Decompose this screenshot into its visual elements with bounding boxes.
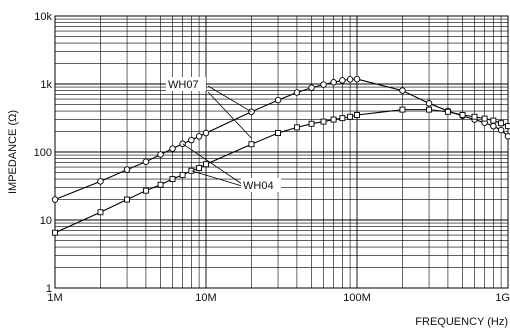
data-point <box>354 112 360 118</box>
data-point <box>97 178 104 185</box>
data-point <box>459 112 466 118</box>
annotation-leader <box>191 170 243 187</box>
data-point <box>320 118 327 125</box>
data-point <box>481 115 488 122</box>
data-point <box>124 196 130 203</box>
data-point <box>274 96 282 104</box>
annotation-layer: WH07 WH04 <box>166 77 281 192</box>
data-point <box>399 106 406 113</box>
data-point <box>203 161 209 168</box>
data-point <box>196 165 203 172</box>
annotation-leader <box>182 143 243 185</box>
series-line <box>54 78 509 201</box>
data-point <box>275 130 281 136</box>
data-point <box>157 181 164 188</box>
data-point <box>490 122 497 130</box>
data-point <box>142 187 149 194</box>
grid <box>54 16 508 289</box>
data-point <box>498 120 505 127</box>
data-point <box>353 75 361 83</box>
data-point <box>52 229 58 236</box>
data-point <box>320 81 327 88</box>
series-wh04 <box>52 106 510 236</box>
y-tick-label: 10 <box>40 215 52 227</box>
data-point <box>346 76 354 83</box>
data-point <box>399 87 406 94</box>
y-axis-label: IMPEDANCE (Ω) <box>7 110 19 194</box>
data-point <box>97 209 104 216</box>
x-tick-label: 1G <box>495 292 510 304</box>
data-point <box>123 166 131 173</box>
data-point <box>330 116 337 123</box>
data-point <box>142 158 150 165</box>
data-point <box>497 126 505 134</box>
data-point <box>308 84 315 92</box>
data-point <box>169 176 176 183</box>
series-label-wh04: WH04 <box>243 180 274 192</box>
plot-frame <box>54 15 509 289</box>
x-axis-label: FREQUENCY (Hz) <box>415 316 508 328</box>
data-point <box>347 113 354 120</box>
x-tick-labels: 1M 10M 100M 1G <box>47 292 510 304</box>
data-point <box>202 129 210 137</box>
series-line <box>54 109 509 234</box>
y-tick-label: 1 <box>46 283 52 295</box>
data-point <box>490 117 497 124</box>
data-point <box>504 133 510 140</box>
series-label-wh07: WH07 <box>168 79 199 91</box>
series-layer <box>51 75 510 236</box>
y-tick-labels: 1 10 100 1k 10k <box>34 11 53 295</box>
y-tick-label: 1k <box>40 79 52 91</box>
data-point <box>51 196 59 203</box>
data-point <box>339 115 346 122</box>
annotation-leader <box>207 85 252 113</box>
data-point <box>179 171 186 178</box>
y-tick-label: 10k <box>34 11 52 23</box>
data-point <box>188 136 195 144</box>
y-tick-label: 100 <box>34 147 52 159</box>
x-tick-label: 1M <box>47 292 62 304</box>
data-point <box>157 151 164 158</box>
data-point <box>169 145 176 152</box>
data-point <box>444 108 451 115</box>
annotation-background <box>166 77 206 91</box>
data-point <box>339 77 346 84</box>
data-point <box>293 89 301 96</box>
series-wh07 <box>51 75 510 203</box>
x-tick-label: 10M <box>195 292 216 304</box>
data-point <box>426 106 432 113</box>
data-point <box>293 124 300 131</box>
data-point <box>471 113 478 120</box>
data-point <box>248 141 255 148</box>
data-point <box>330 79 337 86</box>
data-point <box>505 123 510 130</box>
data-point <box>195 133 203 140</box>
x-tick-label: 100M <box>343 292 371 304</box>
data-point <box>425 100 433 107</box>
annotation-leader <box>207 91 252 139</box>
data-point <box>308 120 315 127</box>
annotation-background <box>241 178 281 192</box>
